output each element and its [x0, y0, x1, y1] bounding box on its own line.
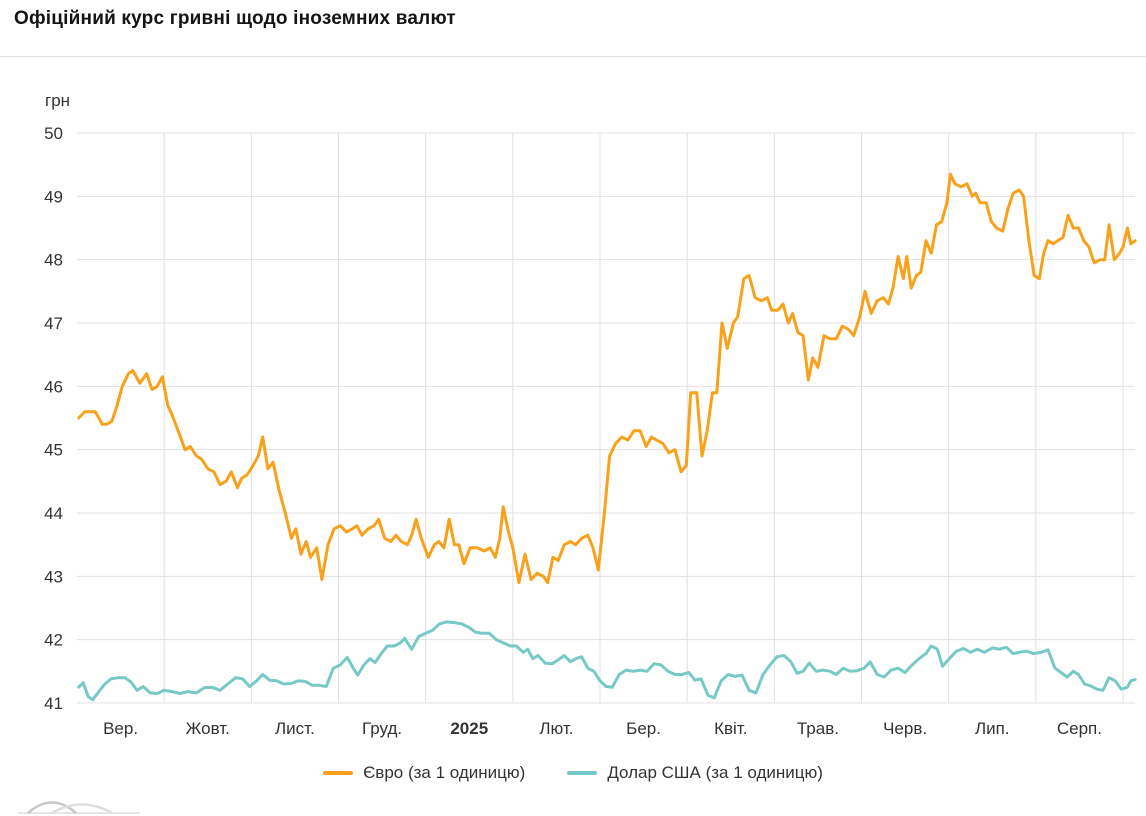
x-tick-label: Жовт.	[186, 719, 230, 738]
y-tick-label: 45	[44, 441, 63, 460]
x-tick-label: Вер.	[103, 719, 138, 738]
legend-item-usd[interactable]: Долар США (за 1 одиницю)	[567, 763, 823, 783]
x-tick-label: Лип.	[975, 719, 1010, 738]
legend-label-euro: Євро (за 1 одиницю)	[363, 763, 526, 782]
y-tick-label: 46	[44, 377, 63, 396]
chart-legend: Євро (за 1 одиницю) Долар США (за 1 один…	[0, 763, 1146, 783]
legend-item-euro[interactable]: Євро (за 1 одиницю)	[323, 763, 525, 783]
y-tick-label: 48	[44, 251, 63, 270]
y-tick-label: 50	[44, 124, 63, 143]
x-tick-label: 2025	[450, 719, 488, 738]
y-tick-label: 43	[44, 567, 63, 586]
y-tick-label: 44	[44, 504, 63, 523]
usd-line-marker	[567, 771, 598, 775]
euro-line-marker	[323, 771, 354, 775]
page-title: Офіційний курс гривні щодо іноземних вал…	[14, 8, 456, 29]
watermark-logo	[18, 801, 140, 815]
x-tick-label: Серп.	[1057, 719, 1102, 738]
euro-series-line[interactable]	[77, 172, 1137, 585]
x-tick-label: Лют.	[539, 719, 573, 738]
usd-series-line[interactable]	[77, 620, 1137, 702]
legend-label-usd: Долар США (за 1 одиницю)	[607, 763, 823, 782]
x-tick-label: Трав.	[797, 719, 839, 738]
x-tick-label: Черв.	[883, 719, 927, 738]
y-tick-label: 49	[44, 187, 63, 206]
y-tick-label: 41	[44, 694, 63, 713]
x-tick-label: Квіт.	[714, 719, 747, 738]
x-tick-label: Бер.	[626, 719, 661, 738]
x-tick-label: Лист.	[275, 719, 315, 738]
y-axis-unit-label: грн	[45, 91, 71, 110]
exchange-rate-line-chart[interactable]: 41 42 43 44 45 46 47 48 49 50 Вер. Жовт. Лист. Груд. 2…	[0, 0, 1146, 750]
y-tick-label: 42	[44, 631, 63, 650]
y-tick-label: 47	[44, 314, 63, 333]
header-divider	[0, 56, 1146, 57]
x-tick-label: Груд.	[362, 719, 402, 738]
